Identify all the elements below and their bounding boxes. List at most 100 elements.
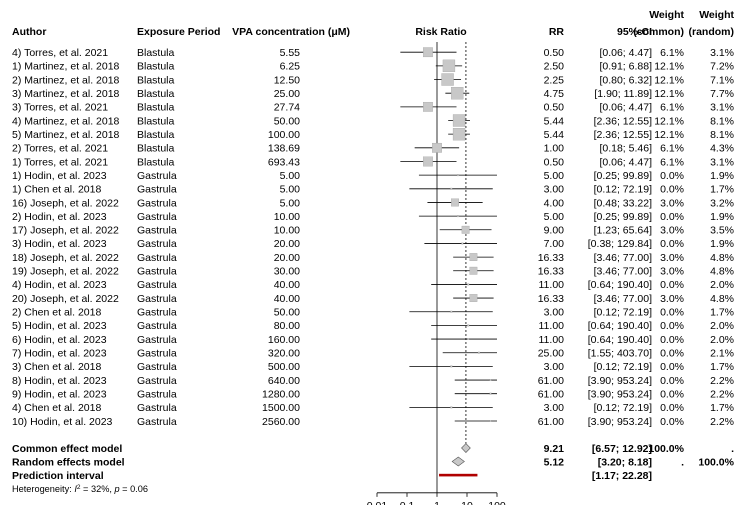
study-author: 2) Torres, et al. 2021 xyxy=(12,143,108,155)
study-rr: 4.75 xyxy=(544,88,565,100)
summary-label: Random effects model xyxy=(12,456,125,468)
study-ci: [0.12; 72.19] xyxy=(594,307,652,319)
study-exposure: Gastrula xyxy=(137,334,177,346)
study-exposure: Blastula xyxy=(137,102,175,114)
summary-rr: 9.21 xyxy=(544,443,565,455)
study-rr: 7.00 xyxy=(544,238,565,250)
study-author: 3) Chen et al. 2018 xyxy=(12,361,101,373)
study-rr: 5.44 xyxy=(544,129,565,141)
study-vpa: 40.00 xyxy=(274,293,300,305)
study-weight-common: 0.0% xyxy=(660,320,684,332)
study-vpa: 30.00 xyxy=(274,266,300,278)
study-rr: 3.00 xyxy=(544,184,565,196)
study-vpa: 50.00 xyxy=(274,115,300,127)
study-weight-random: 1.7% xyxy=(710,361,734,373)
study-weight-common: 12.1% xyxy=(654,88,684,100)
study-author: 5) Hodin, et al. 2023 xyxy=(12,320,107,332)
study-ci: [3.46; 77.00] xyxy=(594,266,652,278)
study-box xyxy=(461,242,464,245)
study-weight-common: 0.0% xyxy=(660,348,684,360)
study-exposure: Gastrula xyxy=(137,238,177,250)
study-rr: 61.00 xyxy=(538,416,564,428)
study-ci: [0.12; 72.19] xyxy=(594,402,652,414)
study-author: 7) Hodin, et al. 2023 xyxy=(12,348,107,360)
study-author: 2) Martinez, et al. 2018 xyxy=(12,74,120,86)
study-weight-random: 8.1% xyxy=(710,115,734,127)
study-weight-common: 3.0% xyxy=(660,293,684,305)
study-box xyxy=(452,114,466,127)
study-weight-common: 6.1% xyxy=(660,102,684,114)
summary-diamond xyxy=(451,456,465,467)
study-exposure: Blastula xyxy=(137,61,175,73)
study-ci: [0.12; 72.19] xyxy=(594,184,652,196)
study-weight-random: 3.2% xyxy=(710,197,734,209)
study-weight-common: 0.0% xyxy=(660,184,684,196)
study-box xyxy=(489,420,492,422)
study-ci: [3.90; 953.24] xyxy=(588,389,652,401)
study-weight-common: 0.0% xyxy=(660,389,684,401)
study-weight-random: 1.7% xyxy=(710,307,734,319)
study-rr: 5.00 xyxy=(544,211,565,223)
study-author: 1) Hodin, et al. 2023 xyxy=(12,170,107,182)
study-vpa: 640.00 xyxy=(268,375,300,387)
study-rr: 1.00 xyxy=(544,143,565,155)
study-weight-common: 6.1% xyxy=(660,47,684,59)
study-weight-common: 0.0% xyxy=(660,307,684,319)
study-vpa: 500.00 xyxy=(268,361,300,373)
header-weight-common-sub: (common) xyxy=(633,26,684,38)
study-weight-random: 4.8% xyxy=(710,266,734,278)
study-vpa: 1500.00 xyxy=(262,402,300,414)
study-vpa: 100.00 xyxy=(268,129,300,141)
study-rr: 11.00 xyxy=(539,320,565,332)
study-ci: [2.36; 12.55] xyxy=(594,129,652,141)
study-exposure: Blastula xyxy=(137,74,175,86)
study-weight-common: 0.0% xyxy=(660,375,684,387)
study-rr: 25.00 xyxy=(538,348,564,360)
study-vpa: 20.00 xyxy=(274,238,300,250)
study-rr: 16.33 xyxy=(538,252,564,264)
study-rr: 3.00 xyxy=(544,402,565,414)
study-vpa: 5.55 xyxy=(280,47,301,59)
study-weight-random: 7.1% xyxy=(710,74,734,86)
heterogeneity-text: Heterogeneity: I2 = 32%, p = 0.06 xyxy=(12,483,148,494)
study-box xyxy=(467,324,470,327)
study-rr: 3.00 xyxy=(544,361,565,373)
study-weight-common: 3.0% xyxy=(660,225,684,237)
study-vpa: 693.43 xyxy=(268,156,300,168)
study-vpa: 5.00 xyxy=(280,184,301,196)
study-author: 18) Joseph, et al. 2022 xyxy=(12,252,119,264)
study-box xyxy=(469,294,478,302)
study-weight-common: 0.0% xyxy=(660,211,684,223)
study-exposure: Blastula xyxy=(137,143,175,155)
study-weight-random: 2.0% xyxy=(710,320,734,332)
study-rr: 16.33 xyxy=(538,293,564,305)
summary-ci: [6.57; 12.92] xyxy=(592,443,652,455)
summary-label: Common effect model xyxy=(12,443,122,455)
study-rr: 2.50 xyxy=(544,61,565,73)
study-box xyxy=(450,310,453,313)
study-vpa: 1280.00 xyxy=(262,389,300,401)
study-ci: [0.80; 6.32] xyxy=(599,74,652,86)
study-ci: [3.90; 953.24] xyxy=(588,375,652,387)
study-weight-common: 3.0% xyxy=(660,197,684,209)
study-weight-random: 1.9% xyxy=(710,211,734,223)
study-ci: [1.23; 65.64] xyxy=(594,225,652,237)
study-weight-common: 3.0% xyxy=(660,266,684,278)
header-ci: 95%-CI xyxy=(617,26,652,38)
study-exposure: Gastrula xyxy=(137,389,177,401)
study-exposure: Blastula xyxy=(137,129,175,141)
study-weight-random: 7.7% xyxy=(710,88,734,100)
study-ci: [0.25; 99.89] xyxy=(594,170,652,182)
study-author: 2) Chen et al. 2018 xyxy=(12,307,101,319)
study-author: 3) Torres, et al. 2021 xyxy=(12,102,108,114)
study-weight-random: 2.2% xyxy=(710,389,734,401)
study-vpa: 10.00 xyxy=(274,225,300,237)
study-rr: 2.25 xyxy=(544,74,565,86)
study-ci: [3.46; 77.00] xyxy=(594,252,652,264)
summary-weight-common: 100.0% xyxy=(648,443,684,455)
study-weight-random: 2.2% xyxy=(710,416,734,428)
study-ci: [2.36; 12.55] xyxy=(594,115,652,127)
study-weight-common: 0.0% xyxy=(660,238,684,250)
study-ci: [3.46; 77.00] xyxy=(594,293,652,305)
study-weight-random: 8.1% xyxy=(710,129,734,141)
